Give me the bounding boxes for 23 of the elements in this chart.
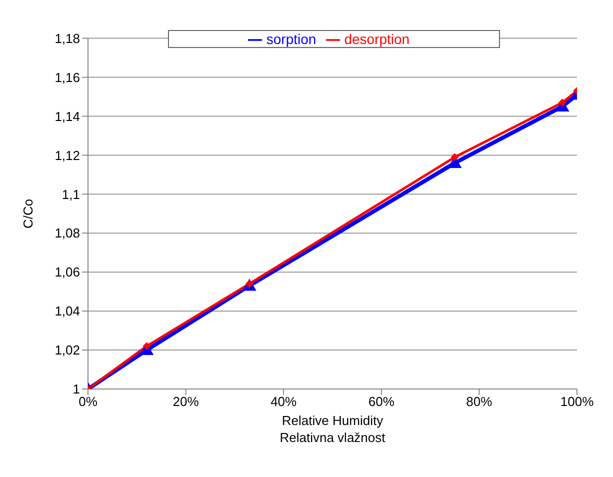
y-tick-label: 1,14 <box>54 108 80 124</box>
y-tick-label: 1,06 <box>54 264 80 280</box>
x-axis-title: Relative Humidity Relativna vlažnost <box>280 413 386 445</box>
x-tick-label: 40% <box>270 394 298 410</box>
y-tick-label: 1,02 <box>54 342 80 358</box>
y-tick-label: 1,16 <box>54 70 80 85</box>
x-tick-label: 0% <box>78 394 98 410</box>
y-tick-label: 1,04 <box>54 304 80 319</box>
y-tick-label: 1,18 <box>54 30 80 46</box>
legend-label: desorption <box>344 31 410 47</box>
y-tick-label: 1,1 <box>62 186 80 202</box>
y-tick-label: 1,12 <box>54 148 80 163</box>
x-tick-label: 60% <box>368 394 395 410</box>
point <box>558 98 566 107</box>
x-tick-label: 20% <box>172 394 200 410</box>
point <box>142 342 151 350</box>
x-tick-label: 100% <box>560 394 594 410</box>
y-axis-title: C/Co <box>20 198 36 228</box>
legend-label: sorption <box>266 31 316 47</box>
y-tick-label: 1 <box>72 382 80 397</box>
point <box>450 153 459 162</box>
y-tick-label: 1,08 <box>54 226 80 241</box>
x-tick-label: 80% <box>466 394 493 410</box>
